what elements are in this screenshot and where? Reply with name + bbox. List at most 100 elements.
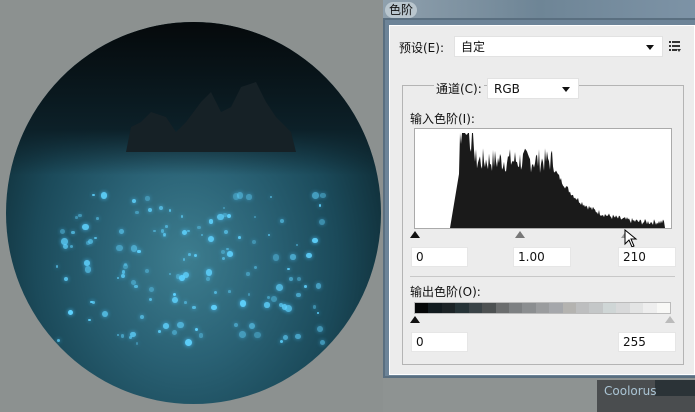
glow-dot	[295, 243, 299, 247]
glow-dot	[117, 276, 120, 279]
glow-dot	[220, 249, 226, 255]
chevron-down-icon	[562, 87, 570, 92]
gradient-swatch	[643, 303, 657, 313]
glow-dot	[69, 244, 73, 248]
output-black-slider[interactable]	[410, 316, 420, 323]
glow-dot	[227, 251, 233, 258]
glow-dot	[165, 225, 168, 228]
output-white-slider[interactable]	[665, 316, 675, 323]
gradient-swatch	[656, 303, 671, 313]
glow-dot	[158, 205, 163, 210]
glow-dot	[233, 323, 238, 328]
glow-dot	[207, 236, 214, 243]
output-black-field[interactable]: 0	[411, 332, 468, 352]
glow-dot	[232, 193, 240, 200]
glow-dot	[223, 213, 227, 217]
glow-dot	[238, 331, 246, 339]
output-levels-label: 输出色阶(O):	[410, 285, 481, 299]
glow-dot	[295, 334, 301, 340]
glow-dot	[93, 236, 97, 240]
glow-dot	[119, 228, 125, 234]
glow-dot	[171, 297, 178, 304]
glow-dot	[194, 327, 199, 332]
gradient-swatch	[455, 303, 469, 313]
glow-dot	[62, 243, 69, 250]
glow-dot	[268, 233, 271, 237]
glow-dot	[272, 253, 280, 261]
preset-options-icon[interactable]	[669, 41, 681, 52]
glow-dot	[172, 292, 177, 297]
glow-dot	[281, 304, 288, 310]
gradient-swatch	[535, 303, 550, 313]
glow-dot	[196, 225, 201, 230]
glow-dot	[208, 219, 214, 224]
glow-dot	[153, 229, 156, 233]
glow-dot	[147, 207, 153, 213]
glow-dot	[96, 217, 99, 220]
glow-dot	[122, 264, 128, 270]
input-black-slider[interactable]	[410, 231, 420, 238]
divider	[410, 276, 675, 277]
glow-dot	[88, 238, 94, 244]
input-gamma-field[interactable]: 1.00	[513, 247, 571, 267]
glow-dot	[75, 216, 78, 220]
gradient-swatch	[562, 303, 577, 313]
glow-dot	[135, 341, 139, 345]
glow-dot	[185, 338, 192, 346]
glow-dot	[315, 283, 322, 289]
glow-dot	[175, 274, 181, 279]
glow-dot	[135, 210, 139, 215]
glow-dot	[140, 314, 145, 319]
gradient-swatch	[415, 303, 429, 313]
glow-dot	[246, 194, 252, 200]
glow-dot	[223, 206, 226, 209]
input-white-field[interactable]: 210	[618, 247, 676, 267]
glow-dot	[226, 213, 232, 219]
glow-dot	[312, 305, 316, 309]
glow-dot	[266, 295, 270, 300]
gradient-swatch	[549, 303, 563, 313]
gradient-swatch	[495, 303, 509, 313]
preset-value: 自定	[461, 40, 486, 54]
histogram-shape	[415, 133, 671, 228]
glow-dot	[239, 300, 246, 307]
preset-label: 预设(E):	[399, 41, 444, 55]
input-black-field[interactable]: 0	[411, 247, 468, 267]
glow-dot	[181, 229, 188, 236]
input-gamma-slider[interactable]	[515, 231, 525, 238]
glow-dot	[180, 215, 184, 218]
glow-dot	[158, 330, 161, 334]
glow-dot	[248, 322, 255, 329]
glow-dot	[57, 338, 61, 342]
histogram	[414, 128, 672, 229]
glow-dot	[247, 293, 251, 296]
gradient-swatch	[482, 303, 496, 313]
glow-dot	[171, 330, 178, 336]
tab-coolorus[interactable]: Coolorus	[597, 380, 657, 412]
gradient-swatch	[589, 303, 603, 313]
glow-dot	[182, 258, 186, 261]
glow-dot	[56, 265, 59, 268]
glow-dot	[253, 265, 257, 269]
glow-dot	[270, 295, 277, 302]
histogram-graph	[415, 133, 671, 228]
glow-dot	[253, 216, 257, 219]
glow-dot	[317, 326, 324, 332]
glow-dot	[312, 237, 318, 243]
preset-select[interactable]: 自定	[454, 36, 663, 57]
glow-dot	[116, 244, 123, 251]
glow-dot	[130, 244, 138, 252]
gradient-swatch	[602, 303, 617, 313]
glow-dot	[163, 234, 166, 237]
glow-dot	[124, 263, 128, 266]
glow-dot	[59, 228, 66, 235]
gradient-swatch	[468, 303, 483, 313]
channel-select[interactable]: RGB	[487, 78, 579, 99]
mouse-cursor-icon	[624, 229, 638, 248]
glow-dot	[320, 192, 326, 199]
glow-dot	[186, 229, 190, 233]
output-white-field[interactable]: 255	[618, 332, 676, 352]
glow-dot	[211, 304, 217, 311]
glow-dot	[86, 241, 91, 245]
glow-dot	[131, 198, 136, 204]
